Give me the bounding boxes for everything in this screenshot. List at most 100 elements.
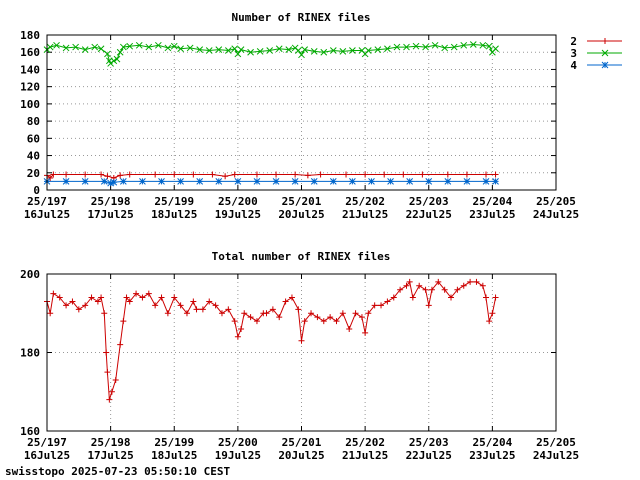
data-point [116, 48, 124, 56]
x-tick-label-date: 17Jul25 [87, 208, 133, 221]
data-point [120, 318, 127, 325]
data-point [469, 41, 477, 48]
legend-label: 3 [570, 47, 577, 60]
data-point [486, 318, 493, 325]
data-point [298, 51, 305, 59]
legend-label: 4 [570, 59, 577, 72]
data-point [397, 286, 404, 293]
y-tick-label: 120 [20, 81, 40, 94]
data-point [113, 55, 121, 63]
data-point [479, 282, 486, 289]
data-point [381, 171, 388, 178]
data-point [489, 310, 496, 317]
data-point [47, 310, 54, 317]
data-point [409, 294, 416, 301]
data-point [301, 318, 308, 325]
data-point [467, 278, 474, 285]
data-point [422, 43, 429, 51]
data-point [110, 178, 118, 186]
data-point [100, 178, 108, 185]
y-tick-label: 60 [27, 132, 40, 145]
x-tick-label-date: 22Jul25 [406, 208, 452, 221]
x-tick-label-doy: 25/201 [282, 195, 322, 208]
data-point [158, 178, 165, 185]
data-point [50, 171, 57, 178]
data-point [212, 302, 219, 309]
data-point [291, 178, 299, 185]
data-point [154, 41, 162, 49]
data-point [301, 46, 309, 53]
x-tick-label-doy: 25/199 [154, 436, 194, 449]
data-point [107, 179, 114, 187]
y-tick-label: 100 [20, 98, 40, 111]
data-point [94, 298, 101, 305]
data-point [329, 178, 337, 185]
data-point [98, 171, 105, 178]
legend-marker [602, 38, 608, 44]
data-point [199, 306, 206, 313]
data-point [295, 306, 302, 313]
data-point [362, 171, 369, 178]
data-point [365, 310, 372, 317]
data-point [196, 46, 204, 53]
data-point [119, 178, 127, 185]
plot-frame [46, 34, 557, 191]
data-point [177, 45, 184, 53]
data-point [56, 294, 63, 301]
data-point [400, 171, 407, 178]
data-point [50, 290, 57, 297]
x-tick-label-doy: 25/197 [27, 436, 67, 449]
data-point [108, 388, 115, 395]
data-point [285, 46, 293, 53]
x-tick-label-date: 20Jul25 [278, 449, 324, 462]
data-point [112, 376, 119, 383]
y-tick-label: 160 [20, 46, 40, 59]
data-point [62, 178, 70, 185]
data-point [253, 318, 260, 325]
data-point [492, 171, 499, 178]
data-point [171, 294, 178, 301]
data-point [374, 46, 382, 53]
legend-marker [601, 49, 609, 57]
data-point [310, 178, 318, 185]
y-tick-label: 0 [33, 184, 40, 197]
data-point [269, 306, 276, 313]
data-point [139, 294, 146, 301]
x-tick-label-doy: 25/201 [282, 436, 322, 449]
data-point [152, 171, 159, 178]
data-point [483, 294, 490, 301]
data-point [247, 314, 254, 321]
data-point [101, 310, 108, 317]
data-point [352, 310, 359, 317]
data-point [215, 46, 223, 53]
data-point [304, 172, 311, 179]
chart-total-rinex-files: Total number of RINEX files 160 180 200 25… [20, 250, 579, 462]
data-point [406, 278, 413, 285]
data-point [403, 282, 410, 289]
x-tick-label-date: 22Jul25 [406, 449, 452, 462]
x-tick-label-date: 20Jul25 [278, 208, 324, 221]
data-point [234, 333, 241, 340]
data-point [358, 314, 365, 321]
data-point [371, 302, 378, 309]
data-point [282, 298, 289, 305]
data-point [368, 178, 375, 185]
data-point [317, 171, 324, 178]
data-point [126, 42, 134, 50]
data-point [53, 41, 60, 49]
data-point [333, 318, 340, 325]
data-point [276, 314, 283, 321]
plot-frame [46, 273, 557, 432]
data-point [241, 310, 248, 317]
data-point [106, 396, 113, 403]
x-tick-label-date: 21Jul25 [342, 449, 388, 462]
data-point [364, 47, 372, 54]
data-point [82, 171, 89, 178]
data-point [234, 178, 242, 185]
x-tick-label-doy: 25/202 [345, 436, 385, 449]
x-tick-label-doy: 25/202 [345, 195, 385, 208]
data-point [234, 50, 242, 58]
data-point [308, 310, 315, 317]
